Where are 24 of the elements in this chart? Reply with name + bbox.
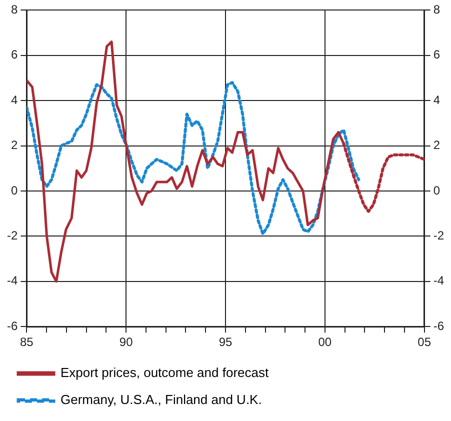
y2-tick-label: 0 [433, 183, 440, 198]
y-tick-label: -2 [7, 228, 18, 243]
y-tick-label: 4 [10, 92, 18, 107]
y-tick-label: 2 [10, 138, 18, 152]
line-series [26, 81, 360, 236]
x-tick-label: 90 [119, 335, 134, 350]
y-tick-label: 8 [10, 2, 18, 17]
x-tick-label: 95 [218, 335, 232, 350]
y2-tick-label: 6 [433, 48, 440, 62]
x-tick-label: 85 [20, 335, 34, 350]
legend-label: Export prices, outcome and forecast [60, 365, 269, 380]
y2-tick-label: -4 [433, 274, 444, 288]
x-tick-label: 00 [318, 335, 332, 350]
y-tick-label: 0 [10, 183, 18, 198]
y2-tick-label: -6 [433, 318, 444, 333]
legend-label: Germany, U.S.A., Finland and U.K. [60, 392, 262, 408]
x-tick-label: 05 [418, 335, 432, 350]
y2-tick-label: -2 [433, 228, 444, 243]
y-tick-label: -4 [7, 274, 18, 288]
y-tick-label: 6 [10, 48, 18, 62]
y2-tick-label: 8 [433, 2, 440, 17]
y2-tick-label: 4 [433, 92, 440, 107]
y2-tick-label: 2 [433, 138, 440, 152]
y-tick-label: -6 [7, 318, 18, 333]
